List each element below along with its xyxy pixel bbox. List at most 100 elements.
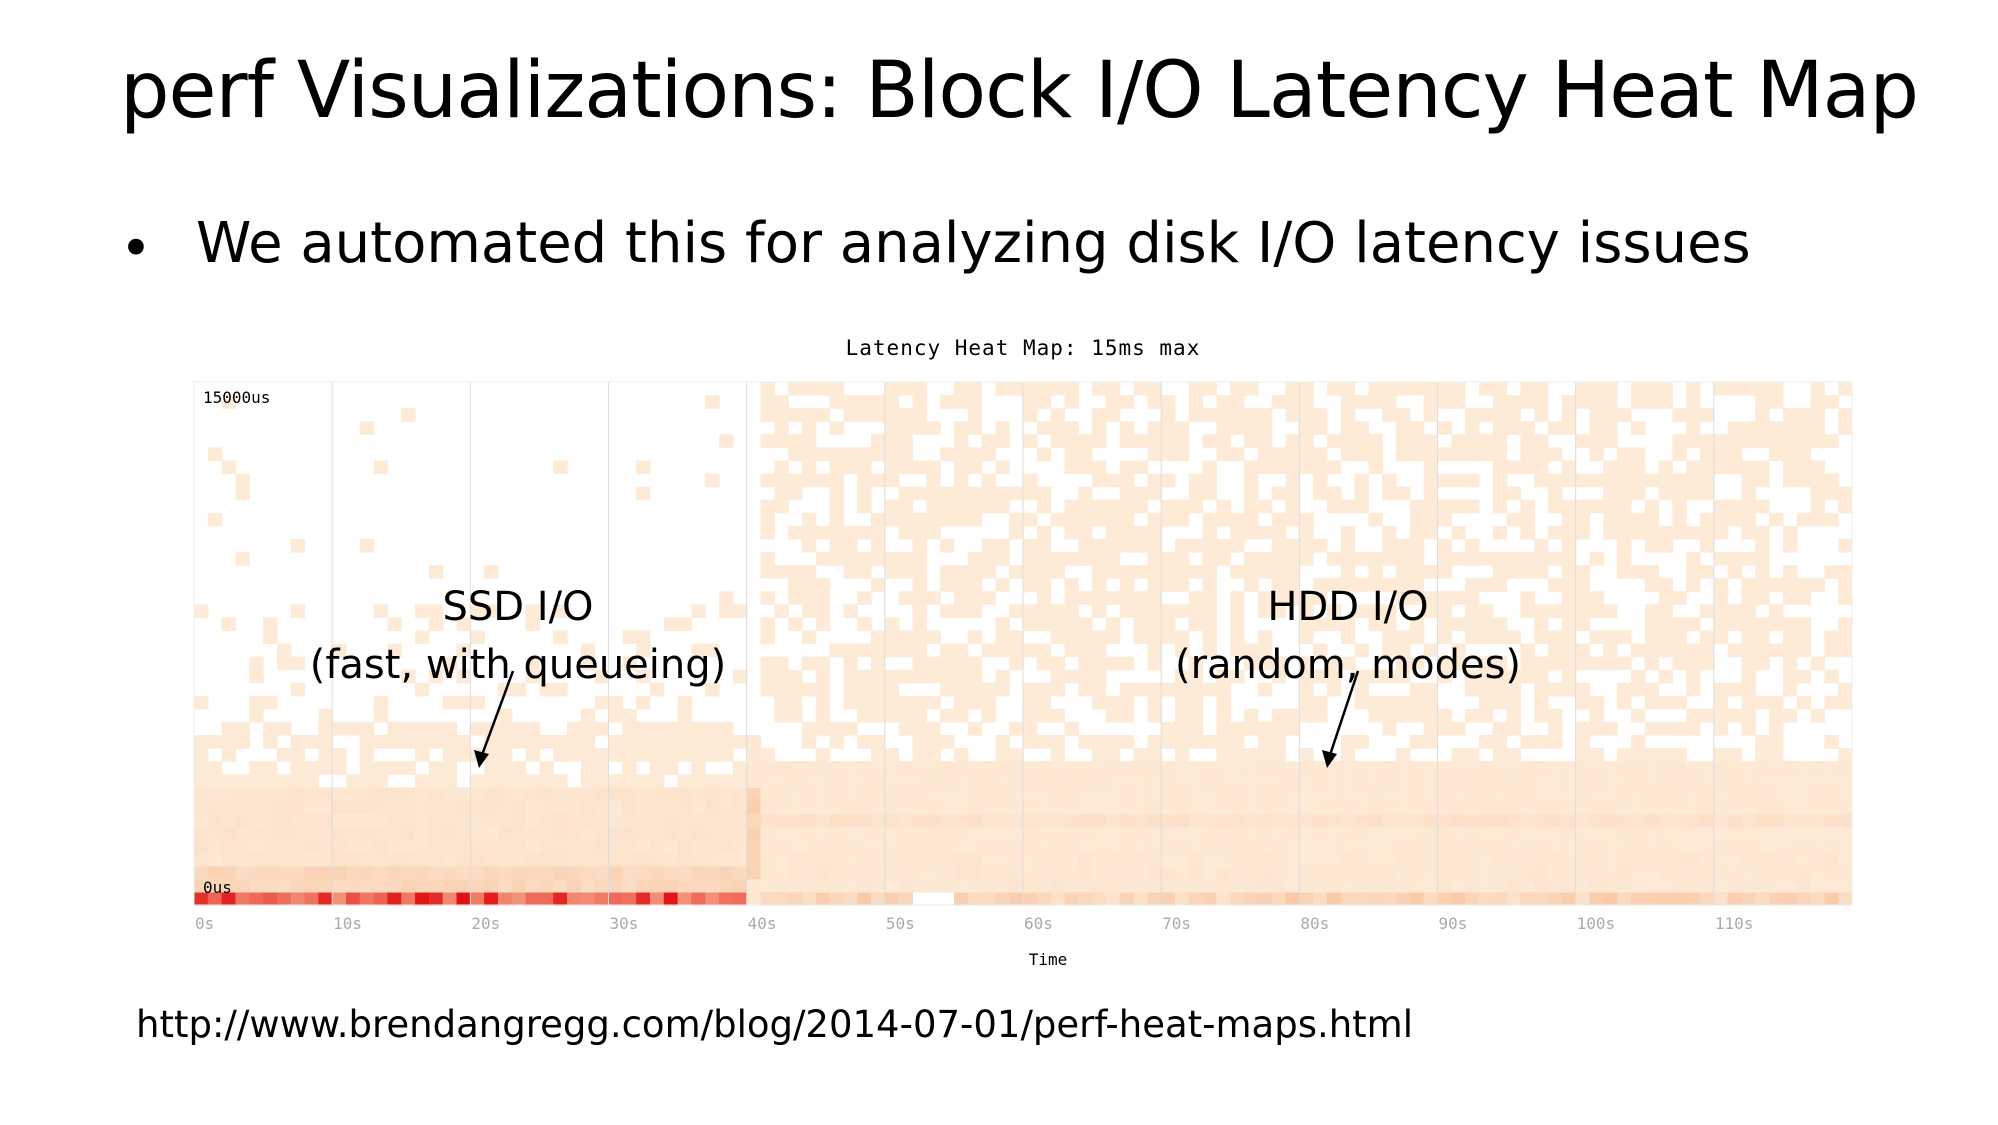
heat-map-cell	[774, 421, 789, 435]
heat-map-cell	[1105, 656, 1121, 671]
heat-map-cell	[1492, 839, 1508, 854]
heat-map-cell	[401, 669, 416, 684]
heat-map-cell	[1617, 878, 1632, 893]
heat-map-cell	[1092, 891, 1107, 906]
heat-map-cell	[1741, 813, 1756, 828]
heat-map-cell	[1700, 865, 1715, 880]
heat-map-cell	[442, 735, 458, 749]
heat-map-cell	[1313, 813, 1328, 828]
heat-map-cell	[1396, 447, 1411, 462]
heat-map-cell	[912, 460, 927, 475]
heat-map-cell	[1672, 774, 1687, 788]
heat-map-cell	[760, 565, 775, 579]
heat-map-cell	[912, 748, 927, 762]
heat-map-cell	[940, 447, 955, 462]
heat-map-cell	[1119, 604, 1135, 618]
heat-map-cell	[1216, 669, 1231, 684]
heat-map-cell	[912, 421, 927, 435]
heat-map-cell	[1133, 748, 1148, 762]
x-tick-label: 110s	[1715, 914, 1754, 933]
heat-map-cell	[1423, 813, 1439, 828]
heat-map-cell	[815, 865, 831, 880]
heat-map-cell	[525, 865, 541, 880]
heat-map-cell	[1244, 656, 1259, 671]
heat-map-cell	[1036, 708, 1052, 723]
heat-map-cell	[1105, 865, 1121, 880]
heat-map-cell	[1188, 538, 1204, 553]
heat-map-cell	[387, 617, 402, 632]
heat-map-cell	[981, 565, 996, 579]
heat-map-cell	[1478, 630, 1494, 645]
heat-map-cell	[1285, 708, 1300, 723]
heat-map-cell	[1478, 774, 1494, 788]
heat-map-cell	[1036, 735, 1052, 749]
heat-map-cell	[1437, 878, 1452, 893]
heat-map-cell	[1064, 852, 1079, 867]
heat-map-cell	[1188, 617, 1204, 632]
heat-map-cell	[1299, 604, 1314, 618]
heat-map-cell	[1437, 617, 1452, 632]
heat-map-cell	[415, 878, 430, 893]
heat-map-cell	[263, 787, 278, 801]
heat-map-cell	[1023, 604, 1038, 618]
heat-map-cell	[1161, 447, 1176, 462]
heat-map-cell	[760, 591, 775, 605]
heat-map-cell	[1382, 525, 1397, 540]
heat-map-cell	[1050, 382, 1066, 396]
heat-map-cell	[1092, 604, 1107, 618]
heat-map-cell	[1741, 774, 1756, 788]
heat-map-cell	[705, 878, 720, 893]
heat-map-cell	[580, 721, 596, 736]
heat-map-cell	[1575, 512, 1591, 527]
heat-map-cell	[732, 839, 748, 854]
heat-map-cell	[1534, 800, 1549, 815]
heat-map-cell	[871, 669, 886, 684]
heat-map-cell	[1271, 551, 1287, 566]
heat-map-cell	[387, 826, 402, 841]
heat-map-cell	[194, 878, 209, 893]
heat-map-cell	[1672, 434, 1687, 448]
heat-map-cell	[1644, 395, 1660, 409]
heat-map-cell	[1617, 865, 1632, 880]
heat-map-cell	[1465, 447, 1480, 462]
heat-map-cell	[1520, 787, 1535, 801]
heat-map-cell	[1782, 447, 1798, 462]
heat-map-cell	[1658, 669, 1673, 684]
heat-map-cell	[1396, 695, 1411, 710]
heat-map-cell	[1257, 525, 1273, 540]
heat-map-cell	[801, 800, 817, 815]
heat-map-cell	[1465, 604, 1480, 618]
heat-map-cell	[746, 878, 762, 893]
heat-map-cell	[1023, 839, 1038, 854]
heat-map-cell	[1078, 826, 1093, 841]
heat-map-cell	[1617, 538, 1632, 553]
heat-map-cell	[567, 735, 582, 749]
heat-map-cell	[691, 878, 706, 893]
heat-map-cell	[940, 565, 955, 579]
heat-map-cell	[1036, 499, 1052, 514]
heat-map-cell	[1534, 617, 1549, 632]
heat-map-cell	[1644, 748, 1660, 762]
heat-map-cell	[1285, 826, 1300, 841]
heat-map-cell	[746, 761, 762, 775]
heat-map-cell	[1285, 721, 1300, 736]
heat-map-cell	[1575, 695, 1591, 710]
heat-map-cell	[1755, 551, 1770, 566]
heat-map-cell	[1368, 708, 1383, 723]
heat-map-cell	[553, 630, 568, 645]
heat-map-cell	[428, 839, 444, 854]
heat-map-cell	[1630, 891, 1646, 906]
heat-map-cell	[1050, 761, 1066, 775]
heat-map-cell	[1271, 865, 1287, 880]
heat-map-cell	[1271, 813, 1287, 828]
heat-map-cell	[898, 434, 914, 448]
heat-map-cell	[1188, 813, 1204, 828]
heat-map-cell	[1838, 565, 1853, 579]
heat-map-cell	[1755, 421, 1770, 435]
heat-map-cell	[1299, 421, 1314, 435]
heat-map-cell	[1548, 499, 1563, 514]
heat-map-cell	[567, 865, 582, 880]
heat-map-cell	[1672, 486, 1687, 501]
heat-map-cell	[1354, 695, 1370, 710]
heat-map-cell	[857, 682, 872, 697]
